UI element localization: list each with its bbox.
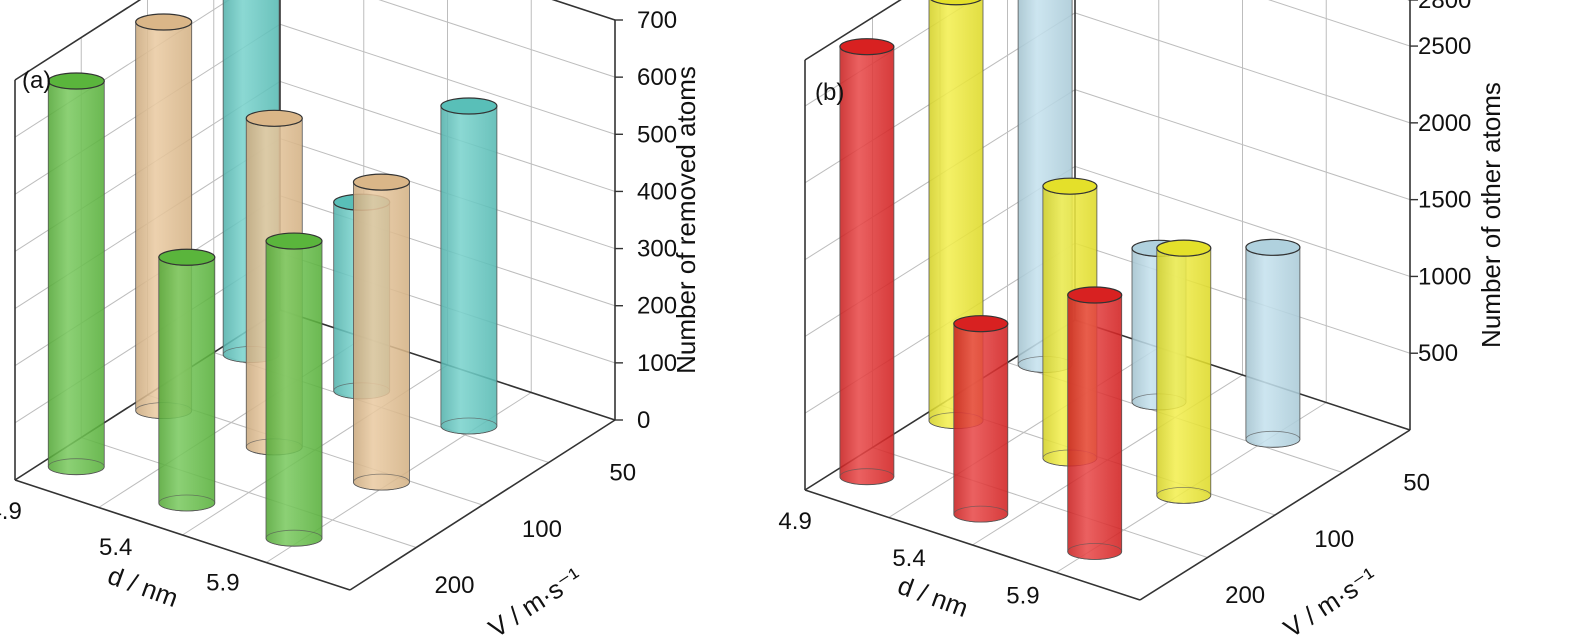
- z-tick-label: 600: [637, 64, 677, 91]
- z-tick-label: 0: [637, 407, 650, 434]
- x-tick-label: 5.9: [1006, 583, 1039, 610]
- bar-cylinder: [1067, 286, 1123, 560]
- bar-cylinder: [440, 97, 498, 435]
- z-tick-label: 1500: [1418, 187, 1471, 214]
- z-tick-labels: 0 100 200 300 400 500 600 700: [615, 7, 677, 434]
- bar-cylinder: [953, 315, 1009, 523]
- bar-cylinder: [352, 173, 411, 491]
- bar-cylinder: [1245, 238, 1301, 448]
- x-axis-label: d / nm: [104, 560, 182, 613]
- y-tick-label: 200: [1225, 582, 1265, 609]
- x-tick-label: 4.9: [0, 498, 22, 525]
- bar-cylinder: [265, 232, 323, 547]
- z-tick-label: 1000: [1418, 263, 1471, 290]
- z-tick-label: 100: [637, 350, 677, 377]
- z-tick-label: 500: [1418, 340, 1458, 367]
- bar-cylinder: [47, 72, 105, 476]
- y-axis-label: V / m·s⁻¹: [1278, 561, 1382, 643]
- y-tick-label: 200: [434, 572, 474, 599]
- bar-cylinder: [158, 248, 216, 512]
- bar-cylinder: [1156, 239, 1212, 504]
- panel-a: 0 100 200 300 400 500 600 700 Number of removed …: [0, 0, 701, 643]
- z-tick-label: 2000: [1418, 110, 1471, 137]
- z-tick-label: 400: [637, 178, 677, 205]
- x-tick-label: 5.9: [206, 569, 239, 596]
- z-tick-label: 2800: [1418, 0, 1471, 14]
- z-tick-label: 200: [637, 293, 677, 320]
- panel-label: (a): [22, 67, 51, 94]
- z-tick-label: 300: [637, 236, 677, 263]
- bar-cylinder: [839, 38, 895, 486]
- x-tick-labels: 4.9 5.4 5.9: [778, 508, 1039, 610]
- y-tick-label: 100: [522, 516, 562, 543]
- y-tick-labels: 50 100 200: [434, 460, 636, 599]
- y-tick-label: 50: [1403, 470, 1430, 497]
- z-axis-label: Number of other atoms: [1476, 82, 1506, 348]
- y-tick-label: 50: [609, 460, 636, 487]
- z-axis-label: Number of removed atoms: [671, 66, 701, 374]
- bars: [47, 0, 498, 547]
- x-tick-label: 5.4: [892, 545, 925, 572]
- z-tick-label: 500: [637, 121, 677, 148]
- panel-label: (b): [815, 79, 844, 106]
- z-tick-label: 2500: [1418, 33, 1471, 60]
- y-tick-label: 100: [1314, 526, 1354, 553]
- x-tick-labels: 4.9 5.4 5.9: [0, 498, 240, 597]
- x-axis-label: d / nm: [894, 570, 972, 623]
- y-tick-labels: 50 100 200: [1225, 470, 1430, 609]
- x-tick-label: 5.4: [99, 534, 132, 561]
- bars: [839, 0, 1301, 560]
- x-tick-label: 4.9: [778, 508, 811, 535]
- z-tick-label: 700: [637, 7, 677, 34]
- panel-b: 500 1000 1500 2000 2500 2800 Number of other a…: [778, 0, 1506, 643]
- z-tick-labels: 500 1000 1500 2000 2500 2800: [1410, 0, 1471, 367]
- y-axis-label: V / m·s⁻¹: [483, 561, 587, 643]
